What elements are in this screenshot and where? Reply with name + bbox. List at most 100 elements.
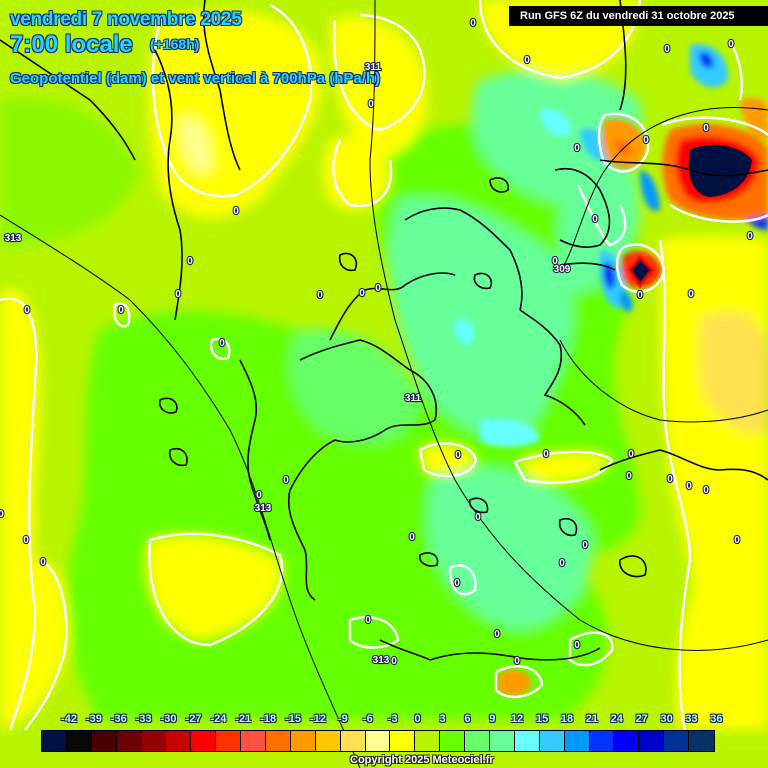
colorbar-swatch	[66, 731, 92, 751]
zero-contour-label: 0	[454, 578, 460, 589]
colorbar-tick-label: 33	[685, 713, 698, 725]
colorbar-tick-label: -33	[135, 713, 152, 725]
geopotential-label: 313	[373, 655, 390, 666]
colorbar-swatch	[490, 731, 515, 751]
colorbar-tick-label: 27	[635, 713, 648, 725]
zero-contour-label: 0	[543, 449, 549, 460]
zero-contour-label: 0	[524, 55, 530, 66]
colorbar-tick-label: -27	[185, 713, 202, 725]
colorbar-tick-label: 6	[464, 713, 471, 725]
colorbar-tick-label: -18	[260, 713, 277, 725]
geopotential-label: 309	[554, 264, 571, 275]
colorbar-tick-label: 36	[710, 713, 723, 725]
zero-contour-label: 0	[118, 305, 124, 316]
zero-contour-label: 0	[0, 509, 4, 520]
zero-contour-label: 0	[368, 99, 374, 110]
colorbar-swatch	[216, 731, 242, 751]
zero-contour-label: 0	[667, 474, 673, 485]
colorbar-tick-label: 3	[439, 713, 446, 725]
zero-contour-label: 0	[359, 288, 365, 299]
zero-contour-label: 0	[703, 123, 709, 134]
zero-contour-label: 0	[728, 39, 734, 50]
colorbar-swatch	[241, 731, 267, 751]
colorbar-tick-label: 0	[414, 713, 421, 725]
colorbar-swatch	[290, 731, 316, 751]
copyright: Copyright 2025 Meteociel.fr	[350, 754, 494, 766]
parameter-title: Geopotentiel (dam) et vent vertical à 70…	[10, 70, 381, 87]
colorbar-tick-label: 24	[610, 713, 623, 725]
colorbar-swatch	[116, 731, 142, 751]
zero-contour-label: 0	[552, 256, 558, 267]
zero-contours	[0, 0, 768, 731]
zero-contour-label: 0	[475, 512, 481, 523]
zero-contour-label: 0	[233, 206, 239, 217]
zero-contour-label: 0	[256, 490, 262, 501]
colorbar-tick-label: -24	[210, 713, 227, 725]
zero-contour-label: 0	[391, 656, 397, 667]
zero-contour-label: 0	[703, 485, 709, 496]
colorbar-tick-label: 21	[585, 713, 599, 725]
zero-contour-label: 0	[175, 289, 181, 300]
colorbar-swatch	[614, 731, 640, 751]
colorbar-swatch	[539, 731, 565, 751]
zero-contour-label: 0	[747, 231, 753, 242]
zero-contour-label: 0	[628, 449, 634, 460]
geopotential-labels: 311 313 309 311 313 313	[4, 61, 572, 667]
zero-contour-label: 0	[582, 540, 588, 551]
colorbar-swatch	[589, 731, 615, 751]
colorbar-swatch	[141, 731, 167, 751]
colorbar-tick-label: 15	[535, 713, 549, 725]
zero-contour-label: 0	[494, 629, 500, 640]
colorbar-tick-label: 18	[560, 713, 574, 725]
zero-contour-label: 0	[574, 143, 580, 154]
forecast-lead-time: (+168h)	[150, 36, 200, 52]
colorbar-swatch	[465, 731, 491, 751]
colorbar-swatch	[440, 731, 466, 751]
zero-contour-label: 0	[219, 338, 225, 349]
colorbar-tick-label: 12	[511, 713, 524, 725]
field-cores	[627, 144, 752, 289]
zero-contour-label: 0	[686, 481, 692, 492]
forecast-date: vendredi 7 novembre 2025	[10, 9, 242, 30]
zero-contour-label: 0	[664, 44, 670, 55]
colorbar-tick-label: -12	[310, 713, 326, 725]
colorbar-tick-label: -21	[235, 713, 252, 725]
colorbar-tick-label: -39	[85, 713, 102, 725]
colorbar-swatch	[664, 731, 690, 751]
colorbar-swatch	[514, 731, 540, 751]
colorbar-tick-label: -42	[61, 713, 77, 725]
colorbar-swatch	[340, 731, 366, 751]
colorbar-labels: -42 -39 -36 -33 -30 -27 -24 -21 -18 -15 -12 -9 -6 -3 0…	[0, 713, 768, 727]
colorbar-tick-label: -36	[110, 713, 127, 725]
colorbar-swatch	[266, 731, 291, 751]
colorbar-swatch	[639, 731, 665, 751]
zero-contour-label: 0	[688, 289, 694, 300]
zero-contour-label: 0	[470, 18, 476, 29]
colorbar-swatch	[390, 731, 416, 751]
forecast-time: 7:00 locale	[10, 31, 133, 58]
zero-contour-label: 0	[409, 532, 415, 543]
zero-contour-label: 0	[643, 135, 649, 146]
colorbar-tick-label: 30	[660, 713, 673, 725]
model-run-label: Run GFS 6Z du vendredi 31 octobre 2025	[509, 6, 768, 26]
zero-contour-label: 0	[317, 290, 323, 301]
colorbar-tick-label: -9	[338, 713, 348, 725]
colorbar-tick-label: -3	[387, 713, 398, 725]
geopotential-label: 313	[255, 503, 272, 514]
zero-contour-label: 0	[574, 640, 580, 651]
zero-contour-label: 0	[514, 656, 520, 667]
zero-contour-label: 0	[626, 471, 632, 482]
zero-contour-label: 0	[24, 305, 30, 316]
geopotential-label: 311	[405, 393, 422, 404]
colorbar-tick-label: 9	[489, 713, 496, 725]
zero-contour-label: 0	[365, 615, 371, 626]
field-shading	[0, 0, 768, 731]
zero-contour-label: 0	[23, 535, 29, 546]
colorbar-swatch	[365, 731, 391, 751]
colorbar-swatch	[564, 731, 590, 751]
colorbar-swatch	[689, 731, 715, 751]
zero-contour-label: 0	[187, 256, 193, 267]
zero-contour-label: 0	[375, 283, 381, 294]
